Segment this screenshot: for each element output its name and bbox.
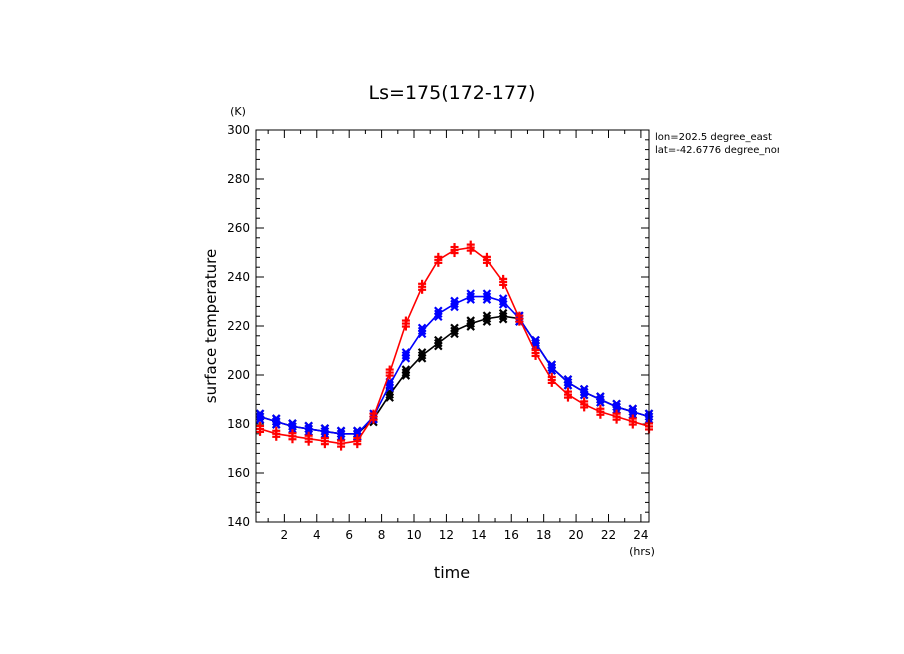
data-point [515, 311, 524, 326]
data-point [547, 372, 556, 387]
data-point [482, 252, 491, 267]
x-tick-label: 22 [601, 528, 616, 542]
data-point [563, 375, 573, 390]
x-tick-label: 6 [345, 528, 353, 542]
data-point [596, 392, 605, 407]
data-point [417, 348, 427, 363]
series-line [259, 295, 650, 435]
data-point [288, 429, 297, 444]
x-tick-label: 2 [281, 528, 289, 542]
plot-series [255, 240, 654, 451]
data-point [628, 414, 637, 429]
data-point [579, 384, 589, 400]
x-tick-label: 20 [568, 528, 583, 542]
x-tick-label: 4 [313, 528, 321, 542]
chart-title: Ls=175(172-177) [369, 82, 536, 104]
data-point [385, 365, 394, 380]
data-point [353, 434, 362, 449]
annotation-clip [779, 125, 904, 165]
y-tick-label: 300 [227, 123, 250, 137]
data-point [304, 431, 313, 446]
annotation-lon: lon=202.5 degree_east [655, 132, 772, 143]
y-tick-label: 280 [227, 172, 250, 186]
x-unit-label: (hrs) [629, 545, 655, 558]
plot-frame [255, 129, 650, 523]
data-point [531, 345, 540, 360]
data-point [482, 289, 492, 304]
data-point [450, 296, 459, 312]
data-point [271, 414, 281, 429]
data-point [498, 294, 508, 309]
data-point [255, 409, 265, 424]
data-point [547, 360, 557, 375]
data-point [434, 335, 443, 351]
data-point [272, 426, 281, 441]
data-point [563, 387, 572, 402]
data-point [596, 404, 605, 419]
data-point [401, 348, 411, 363]
y-axis-label: surface temperature [202, 249, 220, 404]
x-tick-label: 10 [406, 528, 421, 542]
data-point [337, 436, 346, 451]
series-2 [256, 240, 653, 451]
x-tick-label: 8 [378, 528, 386, 542]
data-point [434, 252, 443, 267]
data-point [498, 308, 508, 324]
data-point [369, 409, 378, 424]
series-line [259, 246, 650, 445]
data-point [418, 279, 427, 294]
data-point [256, 421, 265, 436]
data-point [401, 365, 411, 380]
data-point [612, 409, 621, 424]
data-point [320, 434, 329, 449]
y-tick-label: 220 [227, 319, 250, 333]
y-tick-label: 200 [227, 368, 250, 382]
annotation-lat: lat=-42.6776 degree_north [655, 145, 791, 156]
x-tick-label: 18 [536, 528, 551, 542]
x-tick-label: 14 [471, 528, 486, 542]
data-point [385, 387, 394, 402]
series-1 [255, 289, 654, 442]
y-unit-label: (K) [230, 105, 246, 118]
data-point [434, 306, 443, 322]
data-point [450, 243, 459, 258]
series-0 [255, 308, 654, 442]
x-tick-label: 12 [439, 528, 454, 542]
data-point [401, 316, 410, 331]
data-point [499, 274, 508, 289]
data-point [466, 316, 476, 331]
data-point [417, 323, 427, 339]
data-point [580, 397, 589, 412]
y-tick-label: 160 [227, 466, 250, 480]
x-axis-label: time [434, 563, 470, 582]
data-point [482, 311, 492, 326]
data-point [466, 289, 476, 304]
data-point [450, 323, 459, 339]
y-tick-label: 140 [227, 515, 250, 529]
x-tick-label: 24 [633, 528, 648, 542]
y-tick-label: 180 [227, 417, 250, 431]
data-point [466, 240, 475, 255]
y-tick-label: 260 [227, 221, 250, 235]
x-tick-label: 16 [504, 528, 519, 542]
y-tick-label: 240 [227, 270, 250, 284]
